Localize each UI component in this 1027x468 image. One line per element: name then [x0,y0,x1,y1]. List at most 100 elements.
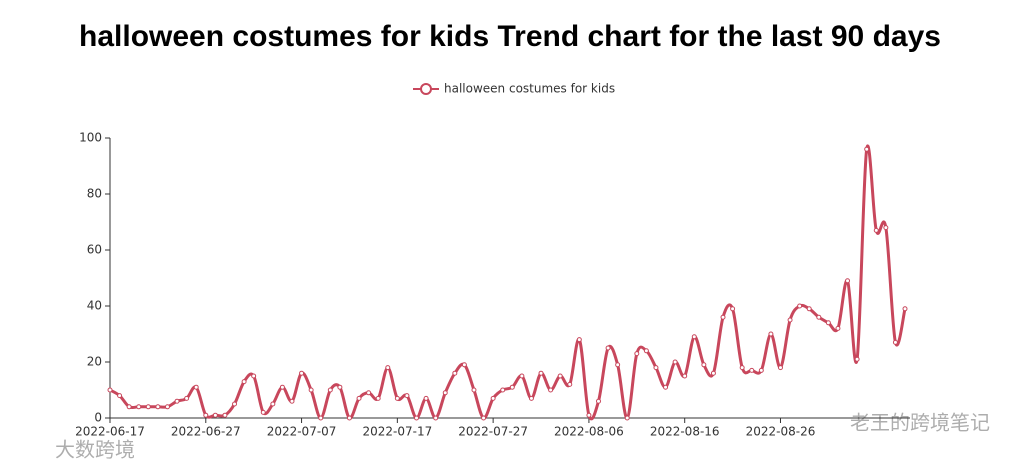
watermark: 大数跨境 [55,438,135,462]
point [682,373,688,379]
point [164,404,170,410]
point [845,278,851,284]
point [260,409,266,415]
point [308,387,314,393]
y-tick-label: 100 [79,131,102,145]
point [576,337,582,343]
point [519,373,525,379]
point [816,314,822,320]
point [672,359,678,365]
point [452,370,458,376]
point [375,395,381,401]
point [433,415,439,421]
point [883,225,889,231]
point [241,379,247,385]
point [232,401,238,407]
legend-label: halloween costumes for kids [444,82,615,96]
point [758,367,764,373]
y-tick-label: 0 [94,411,102,425]
point [404,393,410,399]
point [251,373,257,379]
point [145,404,151,410]
y-tick-label: 40 [87,299,102,313]
x-tick-label: 2022-08-26 [746,425,816,439]
point [423,395,429,401]
x-tick-label: 2022-07-17 [362,425,432,439]
point [864,146,870,152]
point [174,398,180,404]
legend: halloween costumes for kids [413,82,615,96]
y-tick-label: 80 [87,187,102,201]
point [624,415,630,421]
point [835,325,841,331]
point [854,356,860,362]
point [184,395,190,401]
point [595,398,601,404]
point [768,331,774,337]
point [155,404,161,410]
point [557,373,563,379]
point [289,398,295,404]
chart-title: halloween costumes for kids Trend chart … [79,20,941,53]
point [356,395,362,401]
point [136,404,142,410]
watermark: 老王的跨境笔记 [850,411,990,435]
legend-marker [420,83,432,95]
point [414,415,420,421]
point [203,412,209,418]
point [126,404,132,410]
point [270,401,276,407]
point [346,415,352,421]
y-tick-label: 20 [87,355,102,369]
point [902,306,908,312]
point [605,345,611,351]
point [710,370,716,376]
point [730,306,736,312]
line [109,144,907,421]
point [538,370,544,376]
x-tick-label: 2022-07-07 [267,425,337,439]
point [892,339,898,345]
point [222,412,228,418]
point [825,320,831,326]
point [615,362,621,368]
point [337,384,343,390]
point [749,367,755,373]
point [481,415,487,421]
point [663,384,669,390]
point [318,415,324,421]
y-tick-label: 60 [87,243,102,257]
point [327,387,333,393]
point [653,365,659,371]
point [739,365,745,371]
point [691,334,697,340]
point [806,306,812,312]
point [873,227,879,233]
point [107,387,113,393]
point [212,412,218,418]
point [299,370,305,376]
point [634,351,640,357]
point [548,387,554,393]
point [720,314,726,320]
point [797,303,803,309]
point [193,384,199,390]
x-tick-label: 2022-07-27 [458,425,528,439]
point [461,362,467,368]
point [394,395,400,401]
x-tick-label: 2022-06-17 [75,425,145,439]
point [787,317,793,323]
point [500,387,506,393]
point [777,365,783,371]
point [528,395,534,401]
point [586,412,592,418]
x-tick-label: 2022-08-06 [554,425,624,439]
point [643,348,649,354]
point [385,365,391,371]
point [471,387,477,393]
point [701,362,707,368]
point [366,390,372,396]
x-tick-label: 2022-08-16 [650,425,720,439]
x-tick-label: 2022-06-27 [171,425,241,439]
